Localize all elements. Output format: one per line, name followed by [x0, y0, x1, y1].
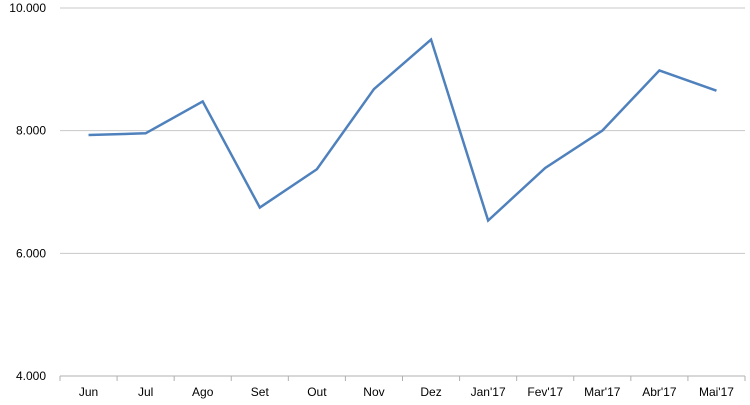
x-tick-label: Dez	[420, 385, 441, 399]
x-tick-label: Fev'17	[527, 385, 563, 399]
y-axis: 4.000 6.000 8.000 10.000	[9, 1, 46, 383]
y-tick-label: 8.000	[16, 124, 46, 138]
y-tick-label: 4.000	[16, 369, 46, 383]
x-tick-label: Jun	[79, 385, 98, 399]
series-line	[89, 40, 717, 221]
x-tick-label: Jul	[138, 385, 153, 399]
x-tick-label: Abr'17	[642, 385, 677, 399]
y-tick-label: 6.000	[16, 246, 46, 260]
series-layer	[88, 39, 716, 220]
x-tick-label: Ago	[192, 385, 214, 399]
x-tick-label: Set	[251, 385, 270, 399]
x-axis: Jun Jul Ago Set Out Nov Dez Jan'17 Fev'17 Mar'17 A…	[60, 376, 745, 399]
y-tick-label: 10.000	[9, 1, 46, 15]
x-tick-label: Jan'17	[471, 385, 506, 399]
x-tick-label: Out	[307, 385, 327, 399]
x-tick-label: Mar'17	[584, 385, 621, 399]
gridlines	[60, 8, 745, 253]
x-tick-label: Mai'17	[699, 385, 734, 399]
x-tick-label: Nov	[363, 385, 384, 399]
